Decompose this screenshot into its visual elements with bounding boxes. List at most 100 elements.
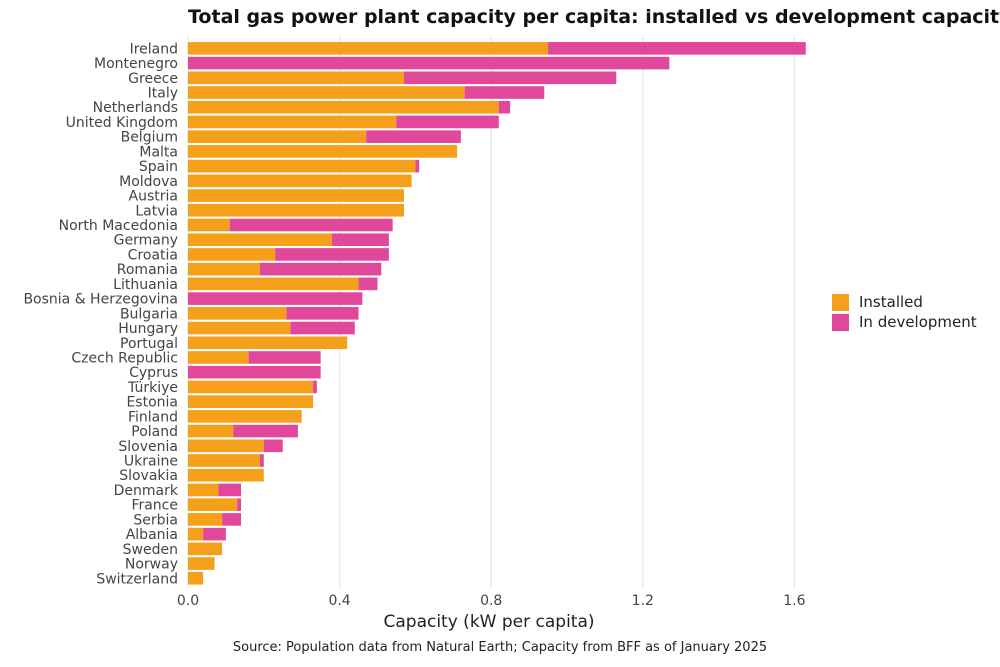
chart-title: Total gas power plant capacity per capit…: [188, 6, 1000, 28]
y-category-label: Finland: [128, 409, 178, 425]
y-category-label: Bosnia & Herzegovina: [23, 292, 178, 308]
bar-in-development: [229, 218, 393, 232]
bar-in-development: [332, 233, 389, 247]
bar-in-development: [275, 248, 389, 261]
bar-installed: [188, 307, 287, 320]
legend-swatch-installed: [832, 293, 849, 311]
bar-installed: [188, 336, 348, 350]
y-category-label: Switzerland: [96, 571, 178, 587]
bar-installed: [188, 571, 204, 585]
bar-installed: [188, 351, 249, 364]
y-category-label: Lithuania: [113, 277, 178, 293]
bar-installed: [188, 527, 204, 541]
bar-in-development: [188, 56, 670, 70]
y-category-label: Cyprus: [129, 365, 178, 381]
bar-installed: [188, 71, 405, 85]
bar-installed: [188, 248, 276, 261]
bar-installed: [188, 100, 499, 114]
bar-installed: [188, 498, 238, 511]
x-tick-label: 0.4: [328, 593, 350, 609]
bar-in-development: [290, 321, 355, 335]
bar-installed: [188, 513, 223, 526]
y-category-label: United Kingdom: [66, 115, 178, 131]
bar-installed: [188, 189, 405, 202]
y-category-label: Ukraine: [124, 454, 178, 470]
bar-in-development: [203, 527, 226, 541]
y-category-label: Türkiye: [127, 380, 178, 396]
y-category-label: Estonia: [126, 395, 178, 411]
y-category-label: Bulgaria: [120, 306, 178, 322]
bar-installed: [188, 130, 367, 143]
bar-in-development: [260, 262, 382, 276]
bar-installed: [188, 86, 465, 99]
y-category-label: Netherlands: [93, 100, 178, 116]
y-category-label: Latvia: [135, 203, 178, 219]
bar-in-development: [237, 498, 242, 511]
y-category-label: Moldova: [119, 174, 178, 190]
bar-installed: [188, 115, 397, 129]
bar-in-development: [263, 439, 283, 453]
legend-label-installed: Installed: [859, 293, 923, 311]
legend-item-installed: Installed: [832, 292, 977, 312]
y-category-label: Slovakia: [119, 468, 178, 484]
y-category-label: Czech Republic: [71, 350, 178, 366]
y-category-label: North Macedonia: [59, 218, 178, 234]
legend-label-in-development: In development: [859, 313, 977, 331]
y-category-label: Albania: [126, 527, 178, 543]
bar-installed: [188, 42, 549, 55]
bar-in-development: [260, 454, 264, 467]
y-category-label: Poland: [131, 424, 178, 440]
y-category-label: Portugal: [120, 336, 178, 352]
bar-in-development: [366, 130, 461, 143]
y-axis-labels: IrelandMontenegroGreeceItalyNetherlandsU…: [23, 41, 178, 587]
bar-installed: [188, 203, 405, 217]
bar-in-development: [548, 42, 806, 55]
y-category-label: Hungary: [118, 321, 178, 337]
bar-in-development: [415, 159, 420, 173]
legend: Installed In development: [832, 292, 977, 332]
bar-installed: [188, 321, 291, 335]
y-category-label: France: [131, 498, 178, 514]
y-category-label: Sweden: [123, 542, 178, 558]
source-note: Source: Population data from Natural Ear…: [232, 640, 768, 655]
bar-in-development: [218, 483, 242, 497]
y-category-label: Austria: [129, 189, 178, 205]
bar-installed: [188, 218, 230, 232]
bar-in-development: [404, 71, 617, 85]
bar-in-development: [248, 351, 321, 364]
bar-installed: [188, 557, 215, 570]
y-category-label: Germany: [114, 233, 178, 249]
x-tick-label: 0.0: [177, 593, 199, 609]
bar-in-development: [464, 86, 545, 99]
bar-installed: [188, 380, 314, 394]
y-category-label: Spain: [139, 159, 178, 175]
bar-in-development: [222, 513, 242, 526]
x-tick-label: 1.6: [783, 593, 805, 609]
y-category-label: Romania: [117, 262, 178, 278]
legend-item-in-development: In development: [832, 312, 977, 332]
y-category-label: Serbia: [133, 512, 178, 528]
y-category-label: Belgium: [121, 130, 178, 146]
y-category-label: Italy: [148, 86, 178, 102]
bar-in-development: [313, 380, 317, 394]
legend-swatch-in-development: [832, 313, 849, 331]
bar-in-development: [498, 100, 511, 114]
x-tick-label: 0.8: [480, 593, 502, 609]
y-category-label: Norway: [125, 557, 178, 573]
y-category-label: Ireland: [130, 41, 178, 57]
bar-in-development: [188, 365, 321, 379]
bar-installed: [188, 159, 416, 173]
x-axis-labels: 0.0 0.4 0.8 1.2 1.6: [177, 593, 806, 609]
bar-installed: [188, 468, 264, 482]
bar-installed: [188, 174, 412, 188]
bar-installed: [188, 277, 359, 291]
y-category-label: Greece: [128, 71, 178, 87]
bar-installed: [188, 410, 302, 423]
bars: [188, 42, 806, 585]
bar-in-development: [188, 292, 363, 305]
bar-installed: [188, 424, 234, 438]
bar-installed: [188, 483, 219, 497]
bar-installed: [188, 439, 264, 453]
bar-in-development: [396, 115, 499, 129]
x-axis-title: Capacity (kW per capita): [383, 612, 594, 632]
